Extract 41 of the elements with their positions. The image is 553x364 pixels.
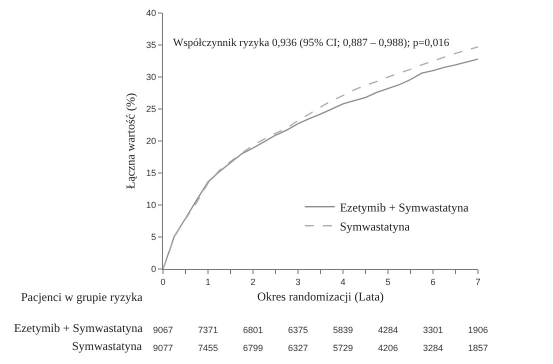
y-tick-label: 25 bbox=[146, 104, 156, 114]
text: 5839 bbox=[333, 325, 354, 335]
text: 6375 bbox=[288, 325, 308, 335]
x-axis-title: Okres randomizacji (Lata) bbox=[257, 290, 384, 304]
text: Pacjenci w grupie ryzyka bbox=[21, 290, 144, 304]
x-tick-label: 7 bbox=[475, 276, 481, 287]
y-tick-label: 40 bbox=[146, 8, 156, 18]
y-tick-label: 0 bbox=[151, 264, 156, 274]
text: 9067 bbox=[153, 325, 174, 335]
y-tick-label: 5 bbox=[151, 232, 156, 242]
y-axis-title: Łączna wartość (%) bbox=[123, 93, 138, 189]
text: 1906 bbox=[468, 325, 488, 335]
annotation: Współczynnik ryzyka 0,936 (95% CI; 0,887 – 0,988); p=0,016 bbox=[173, 37, 450, 49]
legend-label: Symwastatyna bbox=[340, 219, 411, 234]
y-tick-label: 10 bbox=[146, 200, 156, 210]
text: Symwastatyna bbox=[72, 339, 143, 353]
text: 7455 bbox=[198, 343, 218, 353]
x-tick-label: 6 bbox=[430, 276, 436, 287]
x-tick-label: 1 bbox=[205, 276, 211, 287]
x-tick-label: 4 bbox=[340, 276, 346, 287]
text: 7371 bbox=[198, 325, 218, 335]
text: 4284 bbox=[378, 325, 398, 335]
x-tick-label: 3 bbox=[295, 276, 301, 287]
y-tick-label: 20 bbox=[146, 136, 156, 146]
text: 6799 bbox=[243, 343, 264, 353]
text: 9077 bbox=[153, 343, 174, 353]
y-tick-label: 15 bbox=[146, 168, 156, 178]
text: 6327 bbox=[288, 343, 308, 353]
text: Ezetymib + Symwastatyna bbox=[14, 321, 144, 335]
text: 6801 bbox=[243, 325, 264, 335]
text: 4206 bbox=[378, 343, 398, 353]
text: 3301 bbox=[423, 325, 444, 335]
text: 1857 bbox=[468, 343, 488, 353]
y-tick-label: 30 bbox=[146, 72, 156, 82]
y-tick-label: 35 bbox=[146, 40, 156, 50]
legend-label: Ezetymib + Symwastatyna bbox=[340, 200, 470, 214]
x-tick-label: 5 bbox=[385, 276, 391, 287]
x-tick-label: 0 bbox=[160, 276, 166, 287]
text: 3284 bbox=[423, 343, 444, 353]
x-tick-label: 2 bbox=[250, 276, 256, 287]
text: 5729 bbox=[333, 343, 354, 353]
